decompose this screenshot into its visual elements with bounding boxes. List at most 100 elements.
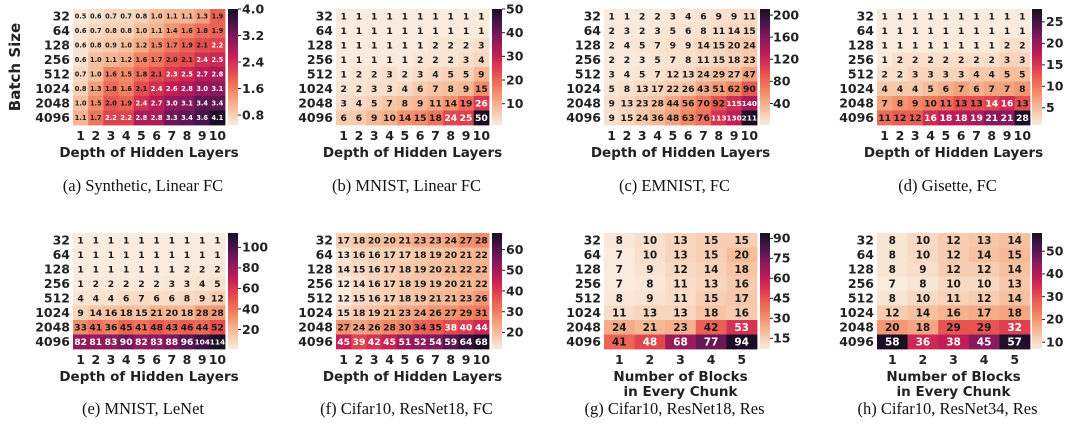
- cell-value-label: 1: [340, 12, 346, 23]
- heatmap-cell: [443, 233, 459, 248]
- cell-value-label: 5: [371, 99, 377, 110]
- cell-value-label: 28: [383, 323, 396, 334]
- x-tick-label: 8: [183, 128, 192, 143]
- cell-value-label: 11: [743, 12, 756, 23]
- cell-value-label: 1: [973, 26, 979, 37]
- cell-value-label: 9: [731, 12, 737, 23]
- cell-value-label: 5: [448, 70, 454, 81]
- cell-value-label: 7: [616, 279, 623, 291]
- heatmap-cell: [443, 320, 459, 335]
- heatmap-cell: [938, 334, 970, 350]
- y-tick-label: 2048: [839, 320, 874, 335]
- cell-value-label: 1: [77, 236, 83, 247]
- heatmap-cell: [634, 320, 666, 335]
- cell-value-label: 18: [704, 308, 719, 320]
- heatmap-cell: [458, 291, 475, 306]
- heatmap-cell: [164, 81, 180, 97]
- cell-value-label: 27: [444, 308, 457, 319]
- cell-value-label: 57: [1007, 337, 1022, 349]
- cell-value-label: 15: [743, 26, 756, 37]
- cell-value-label: 7: [670, 55, 676, 66]
- cell-value-label: 13: [636, 84, 649, 95]
- heatmap-cell: [680, 52, 697, 68]
- colorbar-tick-label: 20: [506, 72, 524, 87]
- heatmap-cell: [103, 110, 119, 126]
- cell-value-label: 1.5: [151, 42, 163, 50]
- heatmap-cell: [726, 247, 758, 263]
- colorbar: [1032, 9, 1042, 125]
- cell-value-label: 1: [417, 12, 423, 23]
- heatmap-cell: [443, 247, 459, 263]
- heatmap-cell: [133, 334, 150, 350]
- heatmap-cell: [179, 9, 195, 24]
- heatmap-cell: [149, 67, 165, 82]
- heatmap-cell: [473, 247, 490, 263]
- cell-value-label: 31: [475, 308, 488, 319]
- x-tick-label: 1: [615, 352, 624, 367]
- heatmap-cell: [711, 67, 727, 82]
- heatmap-cell: [194, 262, 211, 277]
- heatmap-cell: [984, 52, 1000, 68]
- cell-value-label: 41: [135, 323, 148, 334]
- cell-value-label: 1: [943, 26, 949, 37]
- cell-value-label: 1: [402, 55, 408, 66]
- heatmap-cell: [473, 291, 490, 306]
- cell-value-label: 1.6: [136, 56, 148, 64]
- cell-value-label: 0.6: [75, 42, 87, 50]
- heatmap-cell: [1014, 23, 1031, 39]
- cell-value-label: 46: [181, 323, 194, 334]
- cell-value-label: 41: [89, 323, 102, 334]
- cell-value-label: 1: [93, 236, 99, 247]
- heatmap-cell: [741, 52, 758, 68]
- cell-value-label: 4: [77, 294, 83, 305]
- heatmap-cell: [619, 81, 635, 97]
- heatmap-cell: [149, 9, 165, 24]
- cell-value-label: 3: [340, 99, 346, 110]
- heatmap-cell: [164, 334, 180, 350]
- y-tick-label: 256: [575, 276, 601, 291]
- heatmap-cell: [907, 110, 924, 126]
- cell-value-label: 6: [340, 113, 346, 124]
- heatmap-cell: [695, 23, 712, 39]
- heatmap-cell: [604, 23, 620, 39]
- heatmap-cell: [604, 67, 620, 82]
- heatmap-cell: [88, 52, 104, 68]
- cell-value-label: 17: [383, 265, 396, 276]
- cell-value-label: 92: [712, 99, 725, 110]
- cell-value-label: 211: [742, 113, 757, 122]
- heatmap-cell: [381, 334, 398, 350]
- cell-value-label: 1: [943, 12, 949, 23]
- cell-value-label: 1: [432, 26, 438, 37]
- cell-value-label: 14: [444, 99, 457, 110]
- cell-value-label: 2.7: [196, 71, 208, 79]
- heatmap-cell: [984, 96, 1000, 111]
- cell-value-label: 1: [138, 250, 144, 261]
- x-tick-label: 7: [972, 128, 981, 143]
- colorbar-tick-label: 30: [506, 49, 524, 64]
- cell-value-label: 45: [120, 323, 133, 334]
- heatmap-cell: [73, 305, 89, 321]
- heatmap-cell: [695, 52, 712, 68]
- heatmap-cell: [680, 23, 697, 39]
- heatmap-cell: [892, 96, 908, 111]
- heatmap-cell: [179, 38, 195, 53]
- cell-value-label: 2: [340, 84, 346, 95]
- heatmap-cell: [458, 67, 475, 82]
- x-tick-label: 9: [730, 128, 739, 143]
- cell-value-label: 2: [608, 26, 614, 37]
- heatmap-cell: [194, 81, 211, 97]
- heatmap-cell: [366, 233, 383, 248]
- colorbar-tick-label: 50: [1046, 244, 1064, 259]
- cell-value-label: 94: [734, 337, 749, 349]
- cell-value-label: 15: [734, 235, 749, 247]
- heatmap-cell: [1014, 38, 1031, 53]
- heatmap-cell: [427, 9, 444, 24]
- heatmap-cell: [381, 81, 398, 97]
- cell-value-label: 5: [927, 84, 933, 95]
- cell-value-label: 7: [386, 99, 392, 110]
- heatmap-cell: [907, 96, 924, 111]
- heatmap-cell: [741, 81, 758, 97]
- heatmap-cell: [953, 52, 970, 68]
- cell-value-label: 17: [977, 308, 992, 320]
- cell-value-label: 4: [685, 12, 691, 23]
